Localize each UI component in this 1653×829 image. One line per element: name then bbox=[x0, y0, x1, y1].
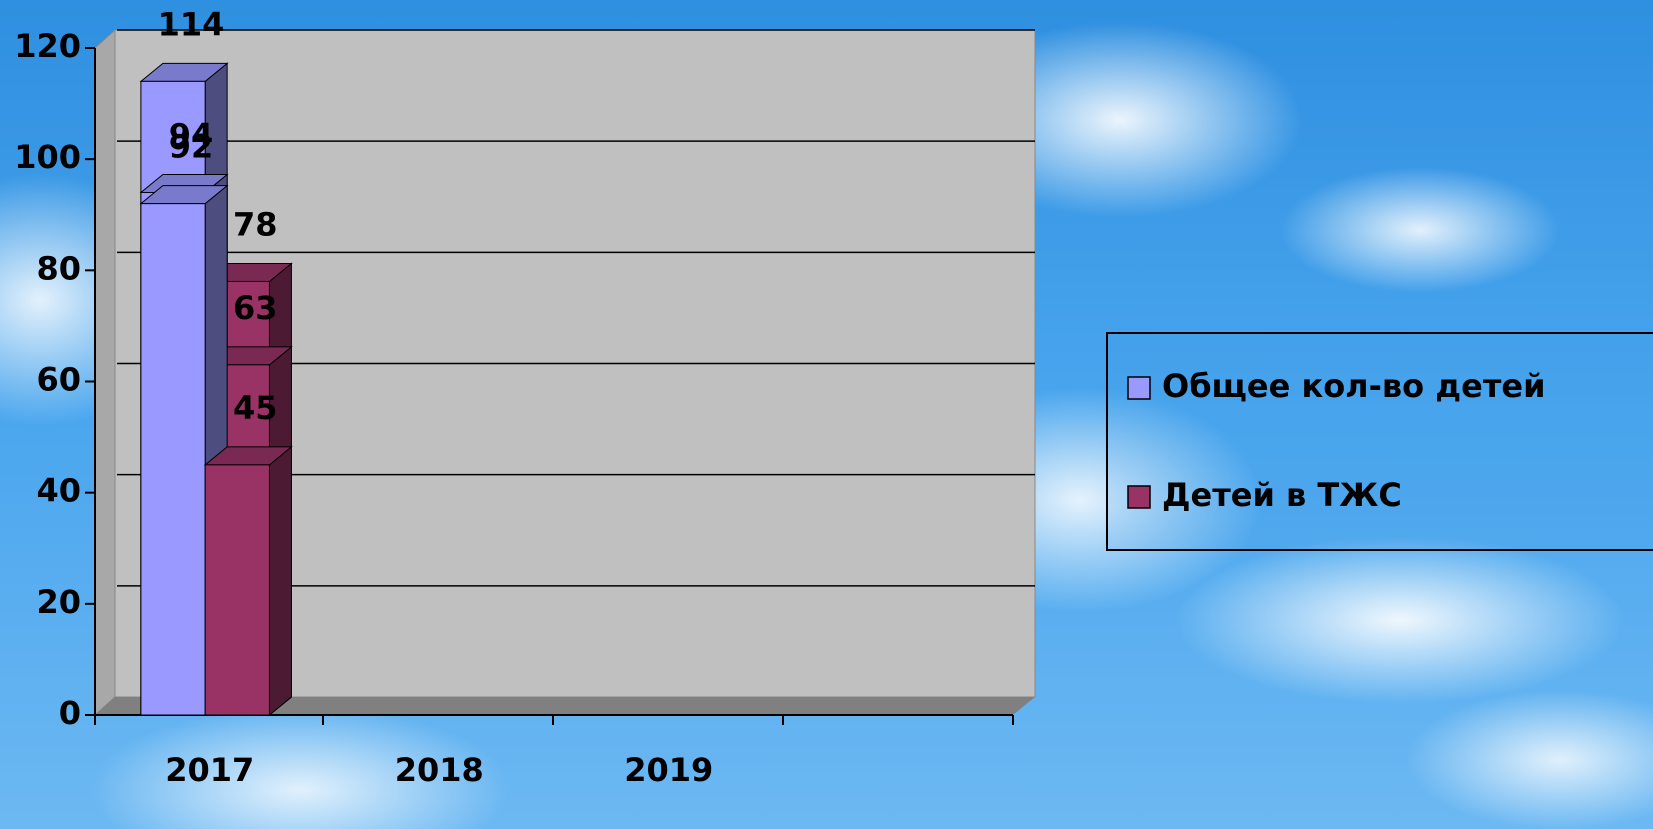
value-label: 92 bbox=[169, 128, 214, 166]
legend-label: Детей в ТЖС bbox=[1162, 476, 1402, 514]
y-tick-label: 80 bbox=[36, 249, 81, 287]
bar-side bbox=[269, 447, 291, 715]
y-tick-label: 0 bbox=[59, 694, 81, 732]
x-ticks bbox=[95, 715, 1013, 725]
y-tick-label: 60 bbox=[36, 361, 81, 399]
legend-label: Общее кол-во детей bbox=[1162, 367, 1545, 405]
legend-swatch bbox=[1128, 486, 1150, 508]
y-tick-label: 40 bbox=[36, 472, 81, 510]
page: 0204060801001202017114782018946320199245… bbox=[0, 0, 1653, 829]
value-label: 78 bbox=[233, 205, 278, 243]
y-tick-label: 20 bbox=[36, 583, 81, 621]
y-tick-label: 120 bbox=[14, 27, 81, 65]
legend-swatch bbox=[1128, 377, 1150, 399]
value-label: 45 bbox=[233, 389, 278, 427]
chart: 0204060801001202017114782018946320199245… bbox=[0, 0, 1653, 829]
y-tick-label: 100 bbox=[14, 138, 81, 176]
value-label: 63 bbox=[233, 289, 278, 327]
legend-box bbox=[1107, 333, 1653, 550]
value-label: 114 bbox=[158, 5, 225, 43]
x-tick-label: 2018 bbox=[395, 751, 484, 789]
bar bbox=[141, 204, 205, 715]
bar bbox=[205, 465, 269, 715]
side-wall bbox=[95, 30, 115, 715]
x-tick-label: 2017 bbox=[165, 751, 254, 789]
x-tick-label: 2019 bbox=[624, 751, 713, 789]
